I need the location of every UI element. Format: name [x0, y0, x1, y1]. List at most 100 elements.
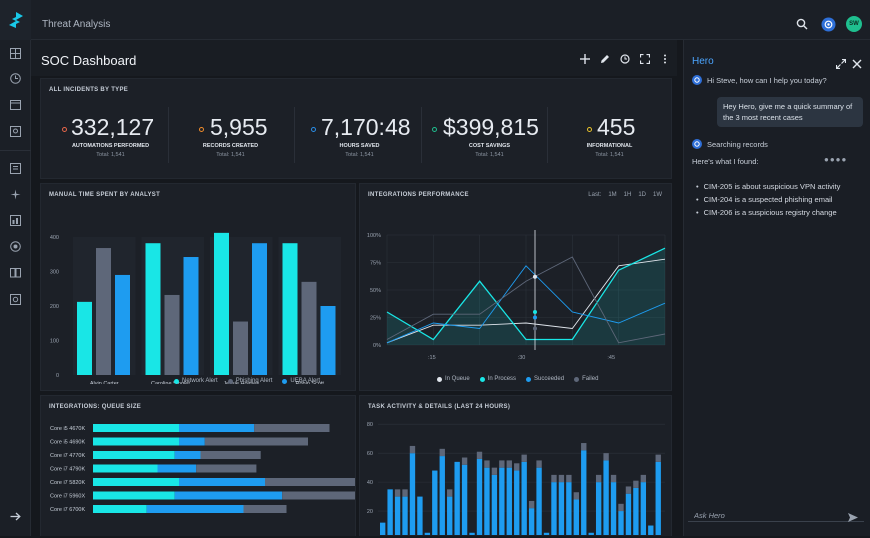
hero-bot-icon[interactable]	[820, 16, 836, 32]
y-tick-label: 100	[50, 339, 59, 345]
panel-title: ALL INCIDENTS BY TYPE	[49, 87, 129, 93]
legend-item[interactable]: UEBA Alert	[282, 378, 320, 384]
chart-legend: In Queue In Process Succeeded Failed	[437, 376, 598, 382]
add-widget-button[interactable]	[579, 53, 591, 65]
legend-item[interactable]: Network Alert	[174, 378, 218, 384]
series-line	[386, 247, 666, 341]
bar-cap	[394, 489, 401, 497]
calendar-icon[interactable]	[7, 96, 23, 112]
legend-item[interactable]: Phishing Alert	[227, 378, 272, 384]
clock-icon[interactable]	[7, 70, 23, 86]
fullscreen-button[interactable]	[639, 53, 651, 65]
bar-segment	[204, 437, 308, 446]
ask-hero-input[interactable]	[694, 509, 844, 521]
kpi-hours: 7,170:48 HOURS SAVED Total: 1,541	[294, 109, 419, 169]
kpi-total: Total: 1,541	[345, 152, 374, 158]
send-icon[interactable]	[848, 509, 858, 527]
kpi-label: RECORDS CREATED	[202, 143, 259, 149]
y-tick-label: 200	[50, 304, 59, 310]
bot-status: Searching records	[692, 139, 768, 149]
bar-cap	[610, 474, 617, 483]
bar-cap	[439, 448, 445, 457]
bot-greeting: Hi Steve, how can I help you today?	[692, 75, 827, 85]
legend-label: In Queue	[445, 376, 470, 382]
kpi-divider	[294, 107, 295, 163]
range-1m[interactable]: 1M	[608, 192, 617, 198]
target-icon[interactable]	[7, 238, 23, 254]
sparkle-icon[interactable]	[7, 186, 23, 202]
bar	[648, 525, 654, 535]
bar-cap	[573, 492, 579, 500]
status-dot	[199, 127, 204, 132]
panel-title: INTEGRATIONS: QUEUE SIZE	[49, 404, 142, 410]
top-bar: Threat Analysis SW	[0, 0, 870, 40]
legend-item[interactable]: In Process	[479, 376, 516, 382]
search-icon[interactable]	[794, 16, 810, 32]
bar	[424, 532, 431, 535]
kpi-total: Total: 1,541	[96, 152, 125, 158]
hover-point	[533, 310, 537, 314]
x-tick-label: Robin Scott	[296, 381, 325, 384]
legend-item[interactable]: In Queue	[437, 376, 470, 382]
x-tick-label: :15	[428, 355, 436, 361]
more-menu-button[interactable]	[659, 53, 671, 65]
range-1h[interactable]: 1H	[623, 192, 632, 198]
bar	[115, 274, 130, 375]
bar	[469, 532, 475, 535]
integrations-performance-panel: INTEGRATIONS PERFORMANCE Last: 1M 1H 1D …	[359, 183, 672, 391]
chart-legend: Network Alert Phishing Alert UEBA Alert	[174, 378, 320, 384]
grid-icon[interactable]	[7, 45, 23, 61]
report-icon[interactable]	[7, 160, 23, 176]
kpi-value: $399,815	[443, 114, 539, 140]
close-icon[interactable]	[852, 56, 862, 74]
bar-cap	[506, 460, 512, 468]
legend-item[interactable]: Failed	[574, 376, 598, 382]
settings-icon[interactable]	[7, 291, 23, 307]
chart-icon[interactable]	[7, 212, 23, 228]
bar	[387, 489, 393, 535]
logo-icon	[8, 12, 23, 28]
x-tick-label: Alvin Carter	[90, 381, 119, 384]
main-content: SOC Dashboard ALL INCIDENTS BY TYPE 332,…	[31, 40, 677, 536]
inbox-icon[interactable]	[7, 123, 23, 139]
status-dot	[587, 127, 592, 132]
y-tick-label: 80	[367, 422, 373, 428]
dashboard-header: SOC Dashboard	[31, 40, 677, 76]
range-1w[interactable]: 1W	[653, 192, 662, 198]
edit-pencil-button[interactable]	[599, 53, 611, 65]
bar	[528, 508, 535, 535]
bar	[625, 493, 632, 535]
bar	[301, 281, 317, 375]
bar	[461, 464, 468, 535]
legend-item[interactable]: Succeeded	[526, 376, 564, 382]
kpi-value: 5,955	[210, 114, 268, 140]
history-clock-button[interactable]	[619, 53, 631, 65]
legend-swatch	[174, 378, 179, 384]
legend-label: Network Alert	[182, 378, 218, 384]
bar-cap	[476, 451, 483, 459]
manual-time-chart: 0 100 200 300 400 Alvin Carter Caroline Single…	[50, 232, 341, 384]
app-logo[interactable]	[0, 0, 31, 40]
hover-point	[533, 274, 537, 279]
typing-indicator: ●●●●	[824, 155, 848, 164]
bar-segment	[200, 451, 261, 459]
bar-segment	[254, 424, 330, 432]
bar	[77, 301, 92, 375]
hover-point	[533, 326, 537, 331]
task-activity-panel: TASK ACTIVITY & DETAILS (LAST 24 HOURS) …	[359, 395, 672, 536]
book-icon[interactable]	[7, 264, 23, 280]
bar	[610, 482, 617, 535]
bar	[409, 453, 416, 535]
y-tick-label: Core i7 6700K	[50, 507, 85, 513]
bar-segment	[93, 437, 179, 446]
user-avatar[interactable]: SW	[846, 16, 862, 32]
range-label: Last:	[588, 192, 602, 198]
bar-segment	[179, 437, 205, 446]
bar-segment	[282, 491, 355, 500]
kpi-label: INFORMATIONAL	[586, 143, 633, 149]
arrow-right-icon[interactable]	[7, 508, 23, 524]
range-1d[interactable]: 1D	[638, 192, 646, 198]
bar	[566, 482, 572, 535]
expand-icon[interactable]	[835, 56, 847, 74]
bar	[558, 482, 565, 535]
